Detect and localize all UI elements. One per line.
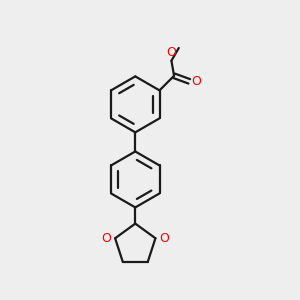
Text: O: O xyxy=(102,232,112,245)
Text: O: O xyxy=(191,75,201,88)
Text: O: O xyxy=(167,46,176,59)
Text: O: O xyxy=(159,232,169,245)
